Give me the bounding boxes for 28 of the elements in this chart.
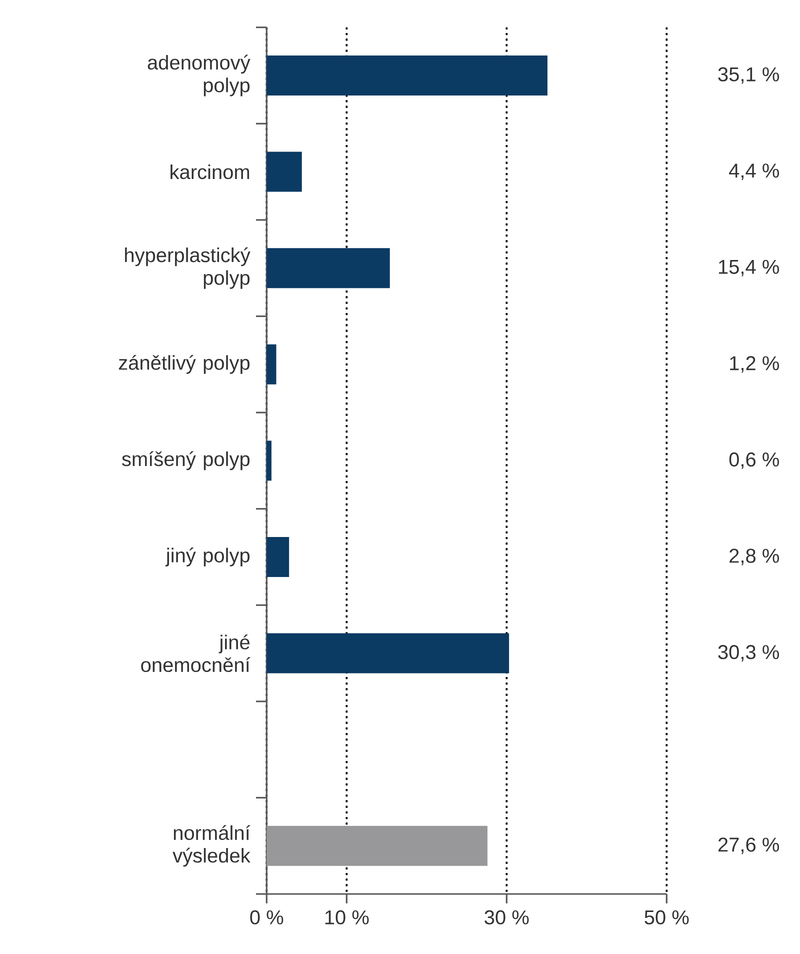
x-tick-label: 0 % — [250, 910, 284, 924]
data-label: 4,4 % — [729, 164, 779, 180]
bar — [266, 536, 290, 577]
data-label: 27,6 % — [718, 838, 779, 854]
data-label: 1,2 % — [730, 356, 779, 373]
data-label: 30,3 % — [718, 645, 779, 662]
data-label: 2,8 % — [730, 548, 779, 566]
y-tick-label: adenomový polyp — [148, 54, 250, 96]
y-tick-label: hyperplastický polyp — [125, 247, 250, 289]
bar — [266, 152, 302, 192]
bar — [266, 56, 548, 96]
x-tick-label: 10 % — [325, 910, 369, 924]
x-tick-label: 50 % — [644, 910, 689, 924]
bar — [266, 440, 272, 481]
data-label: 35,1 % — [718, 67, 779, 84]
y-tick-label: zánětlivý polyp — [118, 354, 250, 374]
bar — [266, 633, 510, 674]
bar — [266, 826, 488, 866]
y-tick-label: karcinom — [170, 164, 250, 180]
bar — [266, 344, 276, 384]
y-tick-label: smíšený polyp — [122, 451, 250, 470]
y-tick-label: normální výsledek — [172, 825, 250, 867]
data-label: 0,6 % — [729, 452, 779, 469]
bar — [266, 248, 390, 288]
y-tick-label: jiný polyp — [165, 548, 250, 566]
x-tick-label: 30 % — [484, 910, 529, 924]
y-tick-label: jiné onemocnění — [141, 634, 250, 672]
data-label: 15,4 % — [718, 260, 779, 276]
